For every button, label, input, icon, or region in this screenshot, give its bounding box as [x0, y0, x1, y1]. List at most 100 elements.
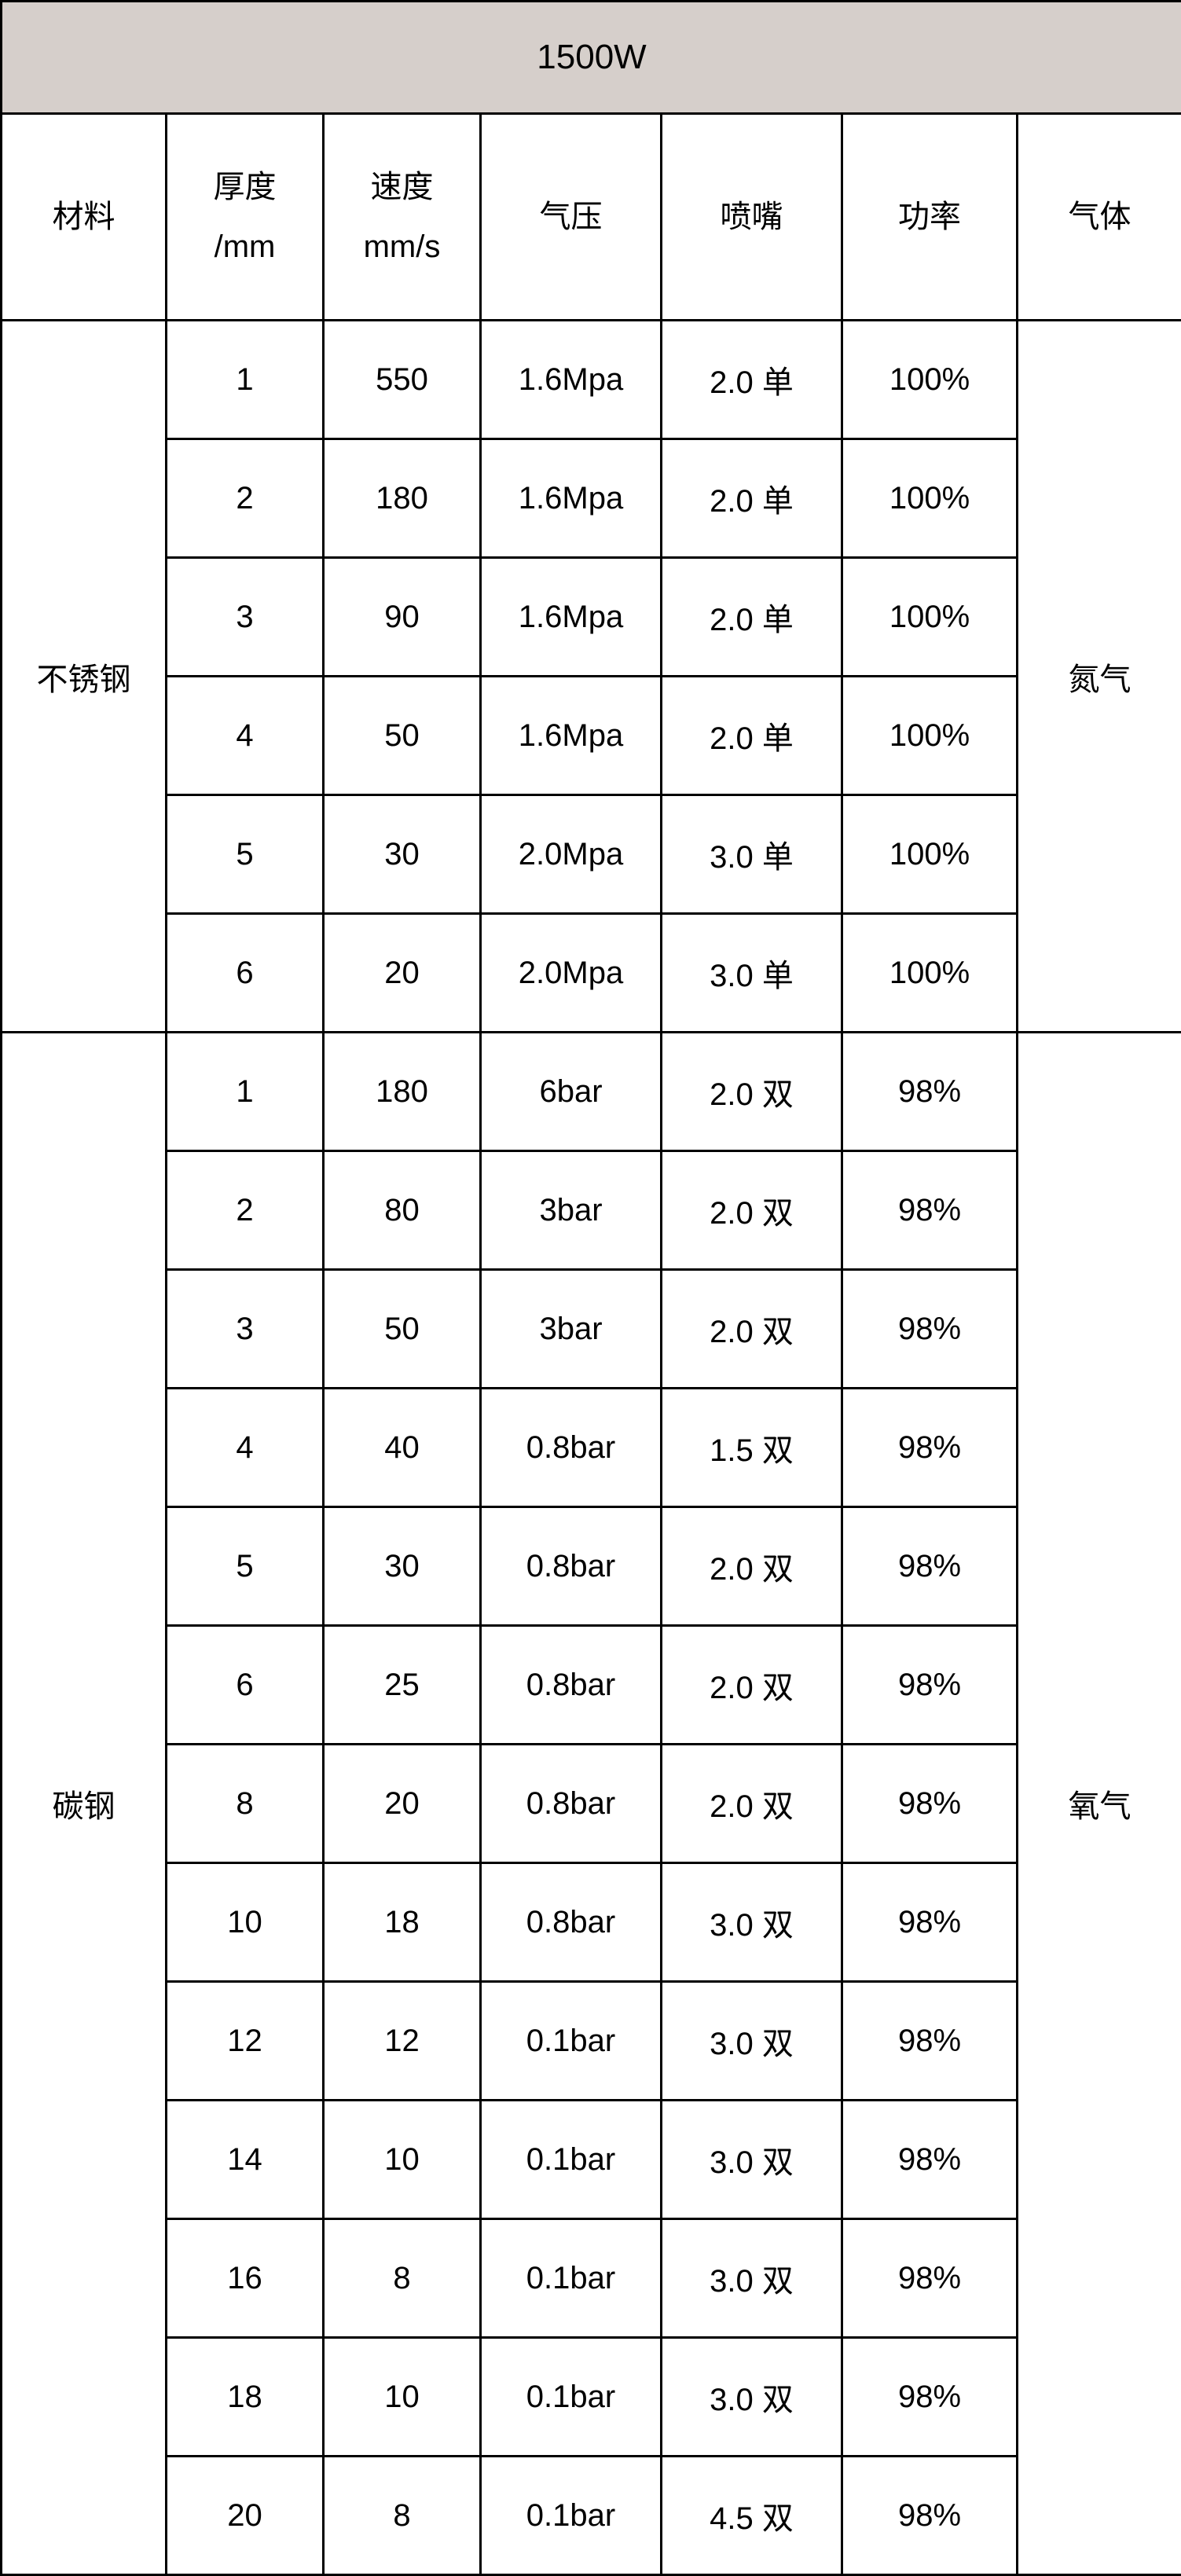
power-cell: 98%	[842, 1863, 1018, 1982]
gas-cell: 氮气	[1018, 321, 1181, 1033]
power-cell: 100%	[842, 677, 1018, 795]
pressure-cell: 1.6Mpa	[481, 439, 662, 558]
speed-cell: 180	[324, 1033, 481, 1151]
header-gas: 气体	[1018, 114, 1181, 321]
header-thickness-l2: /mm	[215, 229, 276, 264]
speed-cell: 10	[324, 2338, 481, 2457]
thickness-cell: 10	[167, 1863, 324, 1982]
speed-cell: 90	[324, 558, 481, 677]
thickness-cell: 1	[167, 1033, 324, 1151]
pressure-cell: 0.8bar	[481, 1389, 662, 1507]
speed-cell: 20	[324, 1745, 481, 1863]
thickness-cell: 5	[167, 1507, 324, 1626]
table-row: 12120.1bar3.0 双98%	[2, 1982, 1181, 2101]
thickness-cell: 16	[167, 2219, 324, 2338]
pressure-cell: 0.8bar	[481, 1745, 662, 1863]
thickness-cell: 14	[167, 2101, 324, 2219]
pressure-cell: 1.6Mpa	[481, 321, 662, 439]
header-material: 材料	[2, 114, 167, 321]
gas-cell: 氧气	[1018, 1033, 1181, 2575]
nozzle-cell: 2.0 单	[662, 558, 842, 677]
pressure-cell: 0.1bar	[481, 2101, 662, 2219]
nozzle-cell: 3.0 单	[662, 795, 842, 914]
thickness-cell: 6	[167, 914, 324, 1033]
power-cell: 98%	[842, 2457, 1018, 2575]
thickness-cell: 5	[167, 795, 324, 914]
header-speed-l1: 速度	[371, 170, 434, 204]
nozzle-cell: 3.0 双	[662, 2101, 842, 2219]
header-nozzle: 喷嘴	[662, 114, 842, 321]
table-row: 8200.8bar2.0 双98%	[2, 1745, 1181, 1863]
nozzle-cell: 3.0 双	[662, 1863, 842, 1982]
thickness-cell: 4	[167, 677, 324, 795]
pressure-cell: 0.1bar	[481, 1982, 662, 2101]
pressure-cell: 0.8bar	[481, 1507, 662, 1626]
pressure-cell: 3bar	[481, 1270, 662, 1389]
table-row: 3503bar2.0 双98%	[2, 1270, 1181, 1389]
power-cell: 98%	[842, 1507, 1018, 1626]
nozzle-cell: 4.5 双	[662, 2457, 842, 2575]
pressure-cell: 0.8bar	[481, 1863, 662, 1982]
header-thickness: 厚度 /mm	[167, 114, 324, 321]
speed-cell: 8	[324, 2219, 481, 2338]
nozzle-cell: 3.0 单	[662, 914, 842, 1033]
table-row: 4400.8bar1.5 双98%	[2, 1389, 1181, 1507]
thickness-cell: 2	[167, 439, 324, 558]
title-row: 1500W	[2, 2, 1181, 114]
nozzle-cell: 2.0 双	[662, 1151, 842, 1270]
power-cell: 98%	[842, 1033, 1018, 1151]
header-thickness-l1: 厚度	[214, 170, 277, 204]
table-row: 2803bar2.0 双98%	[2, 1151, 1181, 1270]
pressure-cell: 0.1bar	[481, 2219, 662, 2338]
speed-cell: 12	[324, 1982, 481, 2101]
pressure-cell: 6bar	[481, 1033, 662, 1151]
power-cell: 98%	[842, 1151, 1018, 1270]
thickness-cell: 3	[167, 558, 324, 677]
thickness-cell: 20	[167, 2457, 324, 2575]
material-cell: 不锈钢	[2, 321, 167, 1033]
speed-cell: 18	[324, 1863, 481, 1982]
power-cell: 98%	[842, 1626, 1018, 1745]
pressure-cell: 1.6Mpa	[481, 558, 662, 677]
table-row: 10180.8bar3.0 双98%	[2, 1863, 1181, 1982]
table-row: 3901.6Mpa2.0 单100%	[2, 558, 1181, 677]
speed-cell: 10	[324, 2101, 481, 2219]
parameters-table: 1500W 材料 厚度 /mm 速度 mm/s 气压 喷嘴 功率 气体 不锈钢1…	[0, 0, 1181, 2576]
power-cell: 98%	[842, 2219, 1018, 2338]
speed-cell: 50	[324, 677, 481, 795]
speed-cell: 25	[324, 1626, 481, 1745]
nozzle-cell: 2.0 双	[662, 1745, 842, 1863]
power-cell: 98%	[842, 1270, 1018, 1389]
power-cell: 100%	[842, 439, 1018, 558]
nozzle-cell: 2.0 单	[662, 321, 842, 439]
table-row: 1680.1bar3.0 双98%	[2, 2219, 1181, 2338]
speed-cell: 50	[324, 1270, 481, 1389]
nozzle-cell: 3.0 双	[662, 2338, 842, 2457]
table-row: 不锈钢15501.6Mpa2.0 单100%氮气	[2, 321, 1181, 439]
material-cell: 碳钢	[2, 1033, 167, 2575]
thickness-cell: 2	[167, 1151, 324, 1270]
power-cell: 100%	[842, 795, 1018, 914]
table-row: 6250.8bar2.0 双98%	[2, 1626, 1181, 1745]
header-speed-l2: mm/s	[364, 229, 441, 264]
table-title: 1500W	[2, 2, 1181, 114]
speed-cell: 30	[324, 1507, 481, 1626]
pressure-cell: 0.8bar	[481, 1626, 662, 1745]
power-cell: 100%	[842, 321, 1018, 439]
speed-cell: 8	[324, 2457, 481, 2575]
power-cell: 98%	[842, 2101, 1018, 2219]
nozzle-cell: 2.0 双	[662, 1033, 842, 1151]
nozzle-cell: 3.0 双	[662, 2219, 842, 2338]
thickness-cell: 18	[167, 2338, 324, 2457]
speed-cell: 40	[324, 1389, 481, 1507]
header-speed: 速度 mm/s	[324, 114, 481, 321]
table-row: 6202.0Mpa3.0 单100%	[2, 914, 1181, 1033]
power-cell: 98%	[842, 1982, 1018, 2101]
nozzle-cell: 3.0 双	[662, 1982, 842, 2101]
header-pressure: 气压	[481, 114, 662, 321]
nozzle-cell: 2.0 单	[662, 439, 842, 558]
table-row: 21801.6Mpa2.0 单100%	[2, 439, 1181, 558]
speed-cell: 30	[324, 795, 481, 914]
pressure-cell: 0.1bar	[481, 2338, 662, 2457]
table-row: 2080.1bar4.5 双98%	[2, 2457, 1181, 2575]
